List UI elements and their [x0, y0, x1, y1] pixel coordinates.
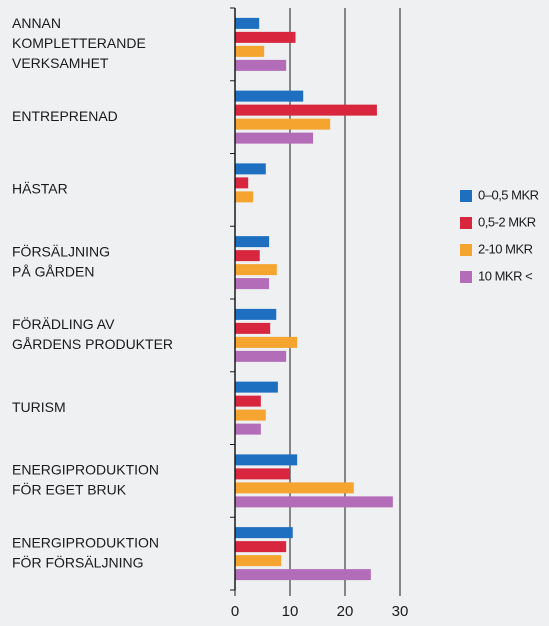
- bar: [235, 104, 377, 116]
- bar: [235, 308, 277, 320]
- category-label: ENTREPRENAD: [12, 108, 118, 124]
- bar: [235, 59, 287, 71]
- category-label: ENERGIPRODUKTION: [12, 534, 159, 550]
- bar: [235, 350, 287, 362]
- bar: [235, 264, 277, 276]
- bar: [235, 336, 298, 348]
- bar: [235, 236, 270, 248]
- bar: [235, 191, 254, 203]
- bar: [235, 482, 354, 494]
- bar: [235, 132, 314, 144]
- legend-swatch: [460, 244, 472, 256]
- bar: [235, 250, 260, 262]
- bar: [235, 468, 290, 480]
- legend-label: 0,5-2 MKR: [478, 214, 536, 229]
- bar: [235, 395, 261, 407]
- bar: [235, 118, 331, 130]
- bar: [235, 569, 371, 581]
- bar: [235, 381, 278, 393]
- category-label: GÅRDENS PRODUKTER: [12, 336, 173, 352]
- x-tick-label: 30: [392, 603, 409, 620]
- bar: [235, 163, 266, 175]
- x-tick-label: 20: [337, 603, 354, 620]
- bar: [235, 555, 282, 567]
- category-label: ENERGIPRODUKTION: [12, 462, 159, 478]
- bar: [235, 454, 298, 466]
- bar: [235, 409, 266, 421]
- category-label: HÄSTAR: [12, 181, 68, 197]
- x-tick-label: 10: [282, 603, 299, 620]
- legend-swatch: [460, 190, 472, 202]
- category-label: KOMPLETTERANDE: [12, 35, 146, 51]
- category-label: FÖR EGET BRUK: [12, 481, 127, 498]
- bar: [235, 322, 271, 334]
- legend-swatch: [460, 217, 472, 229]
- bar: [235, 90, 304, 102]
- bar: [235, 45, 265, 57]
- bar: [235, 278, 270, 290]
- category-label: PÅ GÅRDEN: [12, 263, 94, 279]
- bar: [235, 496, 393, 508]
- bar: [235, 541, 287, 553]
- legend-swatch: [460, 271, 472, 283]
- bar: [235, 527, 293, 539]
- legend-label: 10 MKR <: [478, 268, 532, 283]
- x-tick-label: 0: [231, 603, 239, 620]
- bar: [235, 31, 296, 43]
- category-label: FÖRÄDLING AV: [12, 315, 115, 332]
- legend-label: 0–0,5 MKR: [478, 187, 539, 202]
- category-label: VERKSAMHET: [12, 55, 109, 71]
- category-label: FÖRSÄLJNING: [12, 242, 110, 259]
- bar: [235, 17, 260, 29]
- legend-label: 2-10 MKR: [478, 241, 533, 256]
- category-label: ANNAN: [12, 15, 61, 31]
- category-label: FÖR FÖRSÄLJNING: [12, 553, 143, 570]
- bar: [235, 423, 261, 435]
- bar: [235, 177, 249, 189]
- category-label: TURISM: [12, 399, 66, 415]
